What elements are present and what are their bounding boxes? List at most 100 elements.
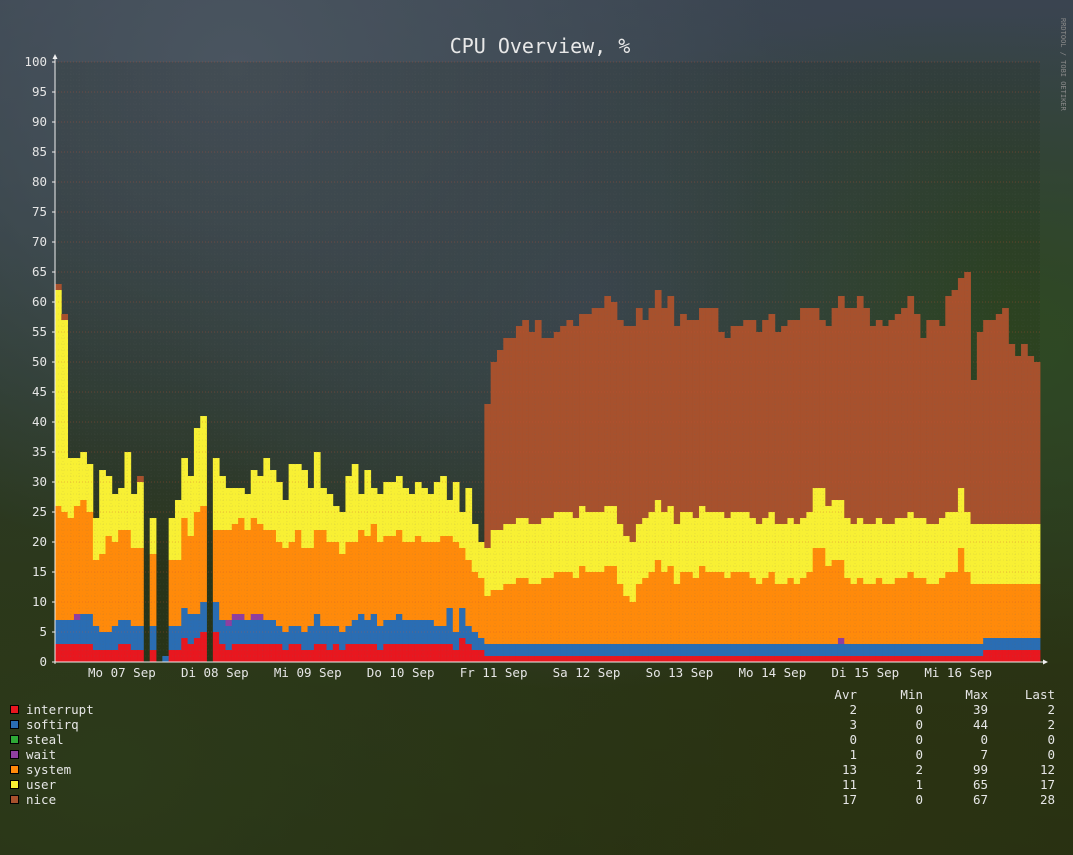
bar-segment-user	[970, 524, 978, 584]
legend-avr-value: 0	[849, 732, 857, 747]
bar-segment-softirq	[313, 614, 321, 644]
legend-last-value: 17	[1039, 777, 1055, 792]
bar-segment-nice	[534, 320, 542, 524]
legend-last-value: 0	[1047, 747, 1055, 762]
bar-segment-softirq	[850, 644, 858, 656]
bar-segment-softirq	[976, 644, 984, 656]
bar-segment-wait	[837, 638, 845, 644]
bar-segment-system	[446, 536, 454, 608]
bar-segment-interrupt	[73, 644, 81, 662]
bar-segment-nice	[913, 314, 921, 518]
bar-segment-user	[591, 512, 599, 572]
bar-segment-system	[187, 536, 195, 614]
bar-segment-nice	[819, 320, 826, 488]
bar-segment-interrupt	[427, 644, 435, 662]
bar-segment-interrupt	[332, 644, 340, 662]
bar-segment-nice	[711, 308, 719, 512]
bar-segment-nice	[957, 278, 965, 488]
bar-segment-user	[945, 512, 952, 572]
bar-segment-nice	[509, 338, 517, 524]
bar-segment-interrupt	[989, 650, 997, 662]
bar-segment-softirq	[913, 644, 921, 656]
bar-segment-softirq	[73, 620, 81, 644]
bar-segment-user	[888, 524, 896, 584]
bar-segment-softirq	[408, 620, 416, 644]
bar-segment-user	[635, 524, 643, 584]
bar-segment-user	[667, 506, 675, 566]
bar-segment-system	[522, 578, 529, 644]
bar-segment-system	[124, 530, 132, 620]
bar-segment-user	[1027, 524, 1035, 584]
bar-segment-softirq	[478, 638, 485, 650]
bar-segment-user	[408, 494, 416, 542]
bar-segment-interrupt	[55, 644, 62, 662]
bar-segment-softirq	[238, 620, 245, 644]
bar-segment-nice	[724, 338, 731, 518]
bar-segment-system	[465, 560, 473, 626]
bar-segment-user	[869, 524, 877, 584]
bar-segment-softirq	[212, 602, 220, 632]
bar-segment-system	[257, 524, 264, 614]
bar-segment-interrupt	[86, 644, 94, 662]
legend-avr-value: 3	[849, 717, 857, 732]
bar-segment-system	[901, 578, 908, 644]
bar-segment-user	[433, 482, 441, 542]
bar-segment-softirq	[800, 644, 807, 656]
bar-segment-system	[471, 572, 479, 632]
bar-segment-interrupt	[250, 644, 258, 662]
bar-segment-nice	[736, 326, 744, 512]
bar-segment-user	[623, 536, 630, 596]
bar-segment-user	[193, 428, 201, 512]
bar-segment-softirq	[699, 644, 706, 656]
bar-segment-interrupt	[724, 656, 731, 662]
bar-segment-nice	[579, 314, 586, 506]
bar-segment-interrupt	[598, 656, 605, 662]
bar-segment-system	[774, 584, 782, 644]
bar-segment-softirq	[244, 620, 252, 644]
bar-segment-user	[99, 470, 106, 554]
bar-segment-interrupt	[490, 656, 498, 662]
bar-segment-interrupt	[869, 656, 877, 662]
bar-segment-nice	[932, 320, 940, 524]
bar-segment-system	[736, 572, 744, 644]
bar-segment-nice	[951, 290, 959, 512]
bar-segment-softirq	[433, 626, 441, 644]
bar-segment-system	[496, 590, 504, 644]
bar-segment-system	[503, 584, 511, 644]
bar-segment-softirq	[654, 644, 662, 656]
bar-segment-interrupt	[370, 644, 378, 662]
bar-segment-system	[118, 530, 125, 620]
bar-segment-user	[414, 482, 422, 536]
bar-segment-system	[762, 578, 769, 644]
bar-segment-user	[762, 518, 769, 578]
bar-segment-user	[137, 482, 144, 548]
bar-segment-user	[673, 524, 681, 584]
bar-segment-softirq	[774, 644, 782, 656]
bar-segment-system	[894, 578, 902, 644]
bar-segment-interrupt	[604, 656, 612, 662]
bar-segment-user	[983, 524, 990, 584]
bar-segment-user	[680, 512, 687, 572]
bar-segment-interrupt	[951, 656, 959, 662]
bar-segment-user	[661, 512, 668, 572]
bar-segment-softirq	[781, 644, 788, 656]
y-axis: 0 5 10 15 20 25 30 35 40 45 50 55 60 65 70 75 80 85 90 95 10…	[24, 54, 58, 669]
bar-segment-nice	[717, 332, 725, 512]
bar-segment-user	[951, 512, 959, 572]
bar-segment-user	[825, 506, 833, 566]
bar-segment-softirq	[402, 620, 409, 644]
bar-segment-softirq	[945, 644, 952, 656]
bar-segment-system	[364, 536, 372, 620]
bar-segment-user	[572, 518, 580, 578]
bar-segment-softirq	[901, 644, 908, 656]
bar-segment-softirq	[667, 644, 675, 656]
bar-segment-nice	[585, 314, 593, 512]
bar-segment-interrupt	[294, 644, 302, 662]
bar-segment-softirq	[560, 644, 567, 656]
legend-series-name: system	[26, 762, 72, 777]
bar-segment-system	[926, 584, 934, 644]
bar-segment-wait	[250, 614, 258, 620]
bar-segment-interrupt	[351, 644, 359, 662]
bar-segment-softirq	[755, 644, 763, 656]
bar-segment-system	[427, 542, 435, 620]
